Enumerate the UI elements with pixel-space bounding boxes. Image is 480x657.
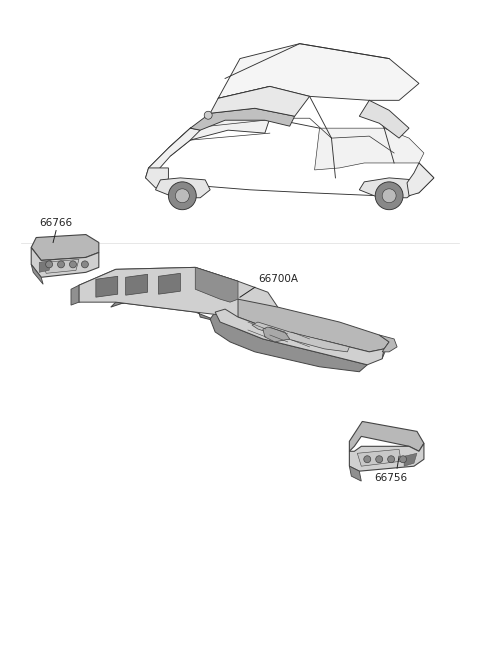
Polygon shape (31, 235, 99, 260)
Circle shape (58, 261, 64, 268)
Circle shape (46, 261, 53, 268)
Polygon shape (404, 453, 417, 466)
Polygon shape (263, 327, 290, 342)
Polygon shape (158, 273, 180, 294)
Circle shape (399, 456, 407, 463)
Polygon shape (349, 443, 424, 471)
Polygon shape (379, 335, 397, 352)
Polygon shape (314, 128, 424, 170)
Polygon shape (31, 264, 43, 284)
Circle shape (70, 261, 76, 268)
Polygon shape (126, 275, 147, 295)
Polygon shape (145, 168, 168, 190)
Polygon shape (215, 309, 384, 365)
Polygon shape (71, 285, 79, 305)
Circle shape (175, 189, 189, 203)
Polygon shape (79, 267, 238, 302)
Polygon shape (195, 267, 238, 302)
Polygon shape (360, 178, 417, 198)
Polygon shape (210, 87, 310, 116)
Polygon shape (96, 277, 118, 297)
Circle shape (364, 456, 371, 463)
Circle shape (204, 111, 212, 119)
Circle shape (168, 182, 196, 210)
Polygon shape (111, 297, 238, 329)
Circle shape (382, 189, 396, 203)
Polygon shape (168, 113, 270, 156)
Polygon shape (238, 299, 389, 352)
Polygon shape (39, 260, 51, 273)
Polygon shape (43, 260, 79, 273)
Polygon shape (360, 101, 409, 138)
Polygon shape (218, 43, 419, 101)
Polygon shape (357, 449, 401, 466)
Polygon shape (349, 466, 361, 481)
Polygon shape (382, 342, 389, 359)
Circle shape (388, 456, 395, 463)
Polygon shape (145, 113, 434, 196)
Polygon shape (156, 178, 210, 198)
Polygon shape (349, 421, 424, 451)
Text: 66766: 66766 (39, 217, 72, 227)
Polygon shape (31, 248, 99, 277)
Polygon shape (210, 312, 367, 372)
Polygon shape (190, 108, 295, 130)
Polygon shape (79, 267, 278, 317)
Polygon shape (407, 163, 434, 196)
Text: 66756: 66756 (374, 473, 408, 483)
Circle shape (375, 182, 403, 210)
Circle shape (376, 456, 383, 463)
Polygon shape (252, 322, 349, 352)
Circle shape (82, 261, 88, 268)
Polygon shape (148, 128, 200, 173)
Text: 66700A: 66700A (258, 274, 298, 284)
